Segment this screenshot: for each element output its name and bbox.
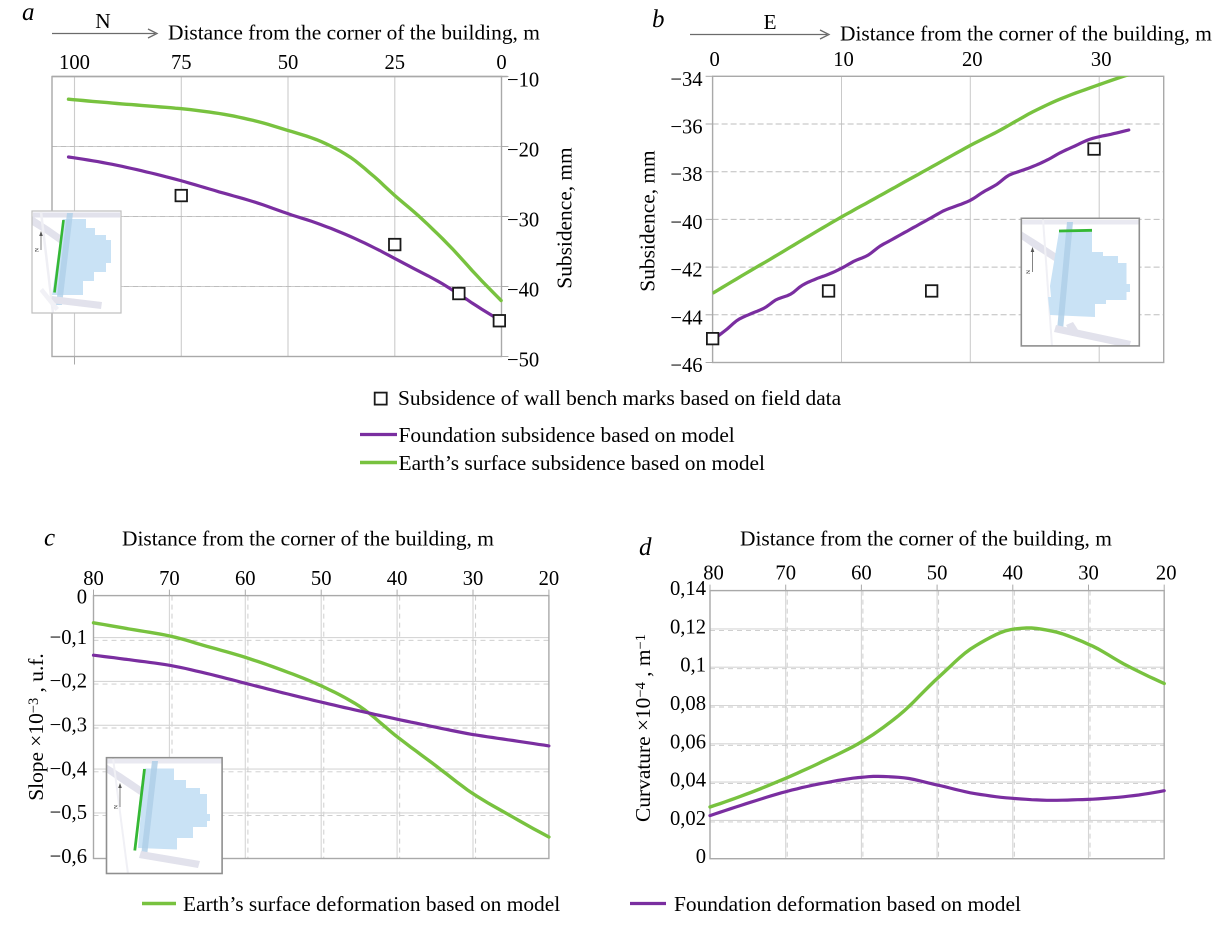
svg-text:Subsidence, mm: Subsidence, mm bbox=[636, 150, 660, 292]
svg-text:Earth’s surface subsidence bas: Earth’s surface subsidence based on mode… bbox=[399, 451, 766, 475]
svg-text:60: 60 bbox=[235, 568, 256, 590]
svg-text:−0,1: −0,1 bbox=[50, 627, 87, 649]
svg-text:0: 0 bbox=[496, 52, 506, 74]
svg-text:0,06: 0,06 bbox=[670, 731, 706, 753]
svg-text:0,12: 0,12 bbox=[670, 616, 706, 638]
svg-text:Curvature ×10−4 , m−1: Curvature ×10−4 , m−1 bbox=[631, 634, 655, 822]
svg-text:Subsidence, mm: Subsidence, mm bbox=[553, 147, 577, 289]
svg-text:25: 25 bbox=[385, 52, 406, 74]
svg-text:a: a bbox=[22, 0, 35, 26]
svg-text:Distance from the corner of th: Distance from the corner of the building… bbox=[740, 527, 1112, 551]
svg-text:0,04: 0,04 bbox=[670, 770, 706, 792]
svg-text:N: N bbox=[35, 248, 41, 252]
svg-text:−0,6: −0,6 bbox=[50, 846, 87, 868]
svg-text:−20: −20 bbox=[507, 140, 539, 162]
svg-text:Foundation subsidence based on: Foundation subsidence based on model bbox=[399, 423, 735, 447]
svg-text:Subsidence of wall bench marks: Subsidence of wall bench marks based on … bbox=[398, 386, 842, 410]
svg-text:30: 30 bbox=[463, 568, 484, 590]
svg-text:−0,5: −0,5 bbox=[50, 802, 87, 824]
svg-text:50: 50 bbox=[927, 563, 948, 585]
svg-text:75: 75 bbox=[171, 52, 192, 74]
svg-text:N: N bbox=[114, 805, 120, 809]
svg-text:Distance from the corner of th: Distance from the corner of the building… bbox=[168, 21, 540, 45]
svg-text:d: d bbox=[639, 534, 652, 561]
svg-text:0,08: 0,08 bbox=[670, 693, 706, 715]
svg-text:−40: −40 bbox=[670, 212, 702, 234]
svg-text:40: 40 bbox=[387, 568, 408, 590]
svg-text:80: 80 bbox=[703, 563, 724, 585]
svg-text:100: 100 bbox=[59, 52, 90, 74]
svg-text:50: 50 bbox=[311, 568, 332, 590]
svg-text:20: 20 bbox=[1156, 563, 1177, 585]
svg-text:0: 0 bbox=[696, 846, 706, 868]
svg-text:c: c bbox=[44, 525, 55, 552]
svg-text:0: 0 bbox=[77, 586, 87, 608]
svg-text:−42: −42 bbox=[670, 260, 702, 282]
svg-text:−34: −34 bbox=[670, 69, 702, 91]
svg-text:−46: −46 bbox=[670, 355, 702, 377]
svg-text:0,02: 0,02 bbox=[670, 808, 706, 830]
svg-text:−0,4: −0,4 bbox=[50, 758, 87, 780]
svg-text:70: 70 bbox=[775, 563, 796, 585]
svg-text:−44: −44 bbox=[670, 307, 702, 329]
svg-text:N: N bbox=[1026, 270, 1032, 274]
svg-text:Earth’s surface deformation ba: Earth’s surface deformation based on mod… bbox=[183, 892, 560, 916]
svg-text:−40: −40 bbox=[507, 280, 539, 302]
svg-text:Distance from the corner of th: Distance from the corner of the building… bbox=[840, 22, 1212, 46]
svg-text:0,14: 0,14 bbox=[670, 578, 706, 600]
svg-text:E: E bbox=[763, 10, 776, 34]
svg-text:N: N bbox=[95, 9, 110, 33]
svg-text:−50: −50 bbox=[507, 350, 539, 372]
svg-text:−10: −10 bbox=[507, 70, 539, 92]
svg-text:20: 20 bbox=[539, 568, 560, 590]
svg-text:−0,2: −0,2 bbox=[50, 671, 87, 693]
svg-text:30: 30 bbox=[1078, 563, 1099, 585]
svg-text:Foundation deformation based o: Foundation deformation based on model bbox=[674, 892, 1021, 916]
svg-text:Slope ×10−3 , u.f.: Slope ×10−3 , u.f. bbox=[24, 653, 48, 801]
svg-text:40: 40 bbox=[1003, 563, 1024, 585]
svg-text:−36: −36 bbox=[670, 117, 702, 139]
svg-text:−38: −38 bbox=[670, 164, 702, 186]
svg-text:10: 10 bbox=[833, 49, 854, 71]
svg-text:Distance from the corner of th: Distance from the corner of the building… bbox=[122, 527, 494, 551]
svg-text:−0,3: −0,3 bbox=[50, 715, 87, 737]
svg-text:80: 80 bbox=[83, 568, 104, 590]
svg-text:50: 50 bbox=[278, 52, 299, 74]
svg-text:0: 0 bbox=[709, 49, 719, 71]
svg-text:b: b bbox=[652, 6, 665, 33]
svg-text:30: 30 bbox=[1091, 49, 1112, 71]
svg-text:0,1: 0,1 bbox=[680, 655, 706, 677]
svg-text:70: 70 bbox=[159, 568, 180, 590]
svg-text:20: 20 bbox=[962, 49, 983, 71]
svg-text:60: 60 bbox=[851, 563, 872, 585]
svg-text:−30: −30 bbox=[507, 210, 539, 232]
